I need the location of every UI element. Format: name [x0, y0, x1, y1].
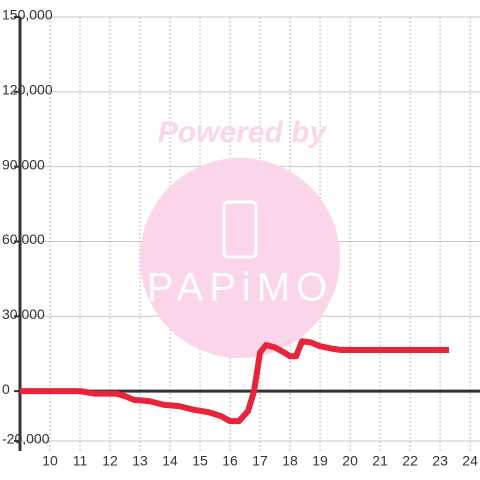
x-tick-label: 12	[102, 453, 118, 469]
watermark-logo: PAPiMO	[147, 266, 333, 310]
x-tick-label: 22	[402, 453, 418, 469]
y-tick-label: 60,000	[2, 231, 45, 247]
watermark: Powered by PAPiMO	[140, 116, 340, 358]
data-line	[20, 338, 450, 425]
x-tick-label: 17	[252, 453, 268, 469]
x-tick-label: 15	[192, 453, 208, 469]
y-tick-label: 0	[2, 381, 10, 397]
x-tick-label: 21	[372, 453, 388, 469]
x-tick-label: 10	[42, 453, 58, 469]
x-tick-label: 19	[312, 453, 328, 469]
watermark-text: Powered by	[158, 116, 328, 149]
x-tick-label: 11	[73, 453, 88, 469]
x-tick-label: 20	[342, 453, 358, 469]
y-tick-label: 90,000	[2, 156, 45, 172]
y-tick-label: 120,000	[2, 82, 53, 98]
watermark-icon	[222, 200, 258, 259]
y-tick-label: -20,000	[2, 431, 50, 447]
x-tick-label: 23	[432, 453, 448, 469]
x-tick-label: 24	[462, 453, 478, 469]
x-tick-label: 13	[132, 453, 148, 469]
x-tick-label: 16	[222, 453, 238, 469]
x-tick-label: 14	[162, 453, 178, 469]
y-tick-label: 30,000	[2, 306, 45, 322]
x-tick-label: 18	[282, 453, 298, 469]
y-tick-label: 150,000	[2, 7, 53, 23]
